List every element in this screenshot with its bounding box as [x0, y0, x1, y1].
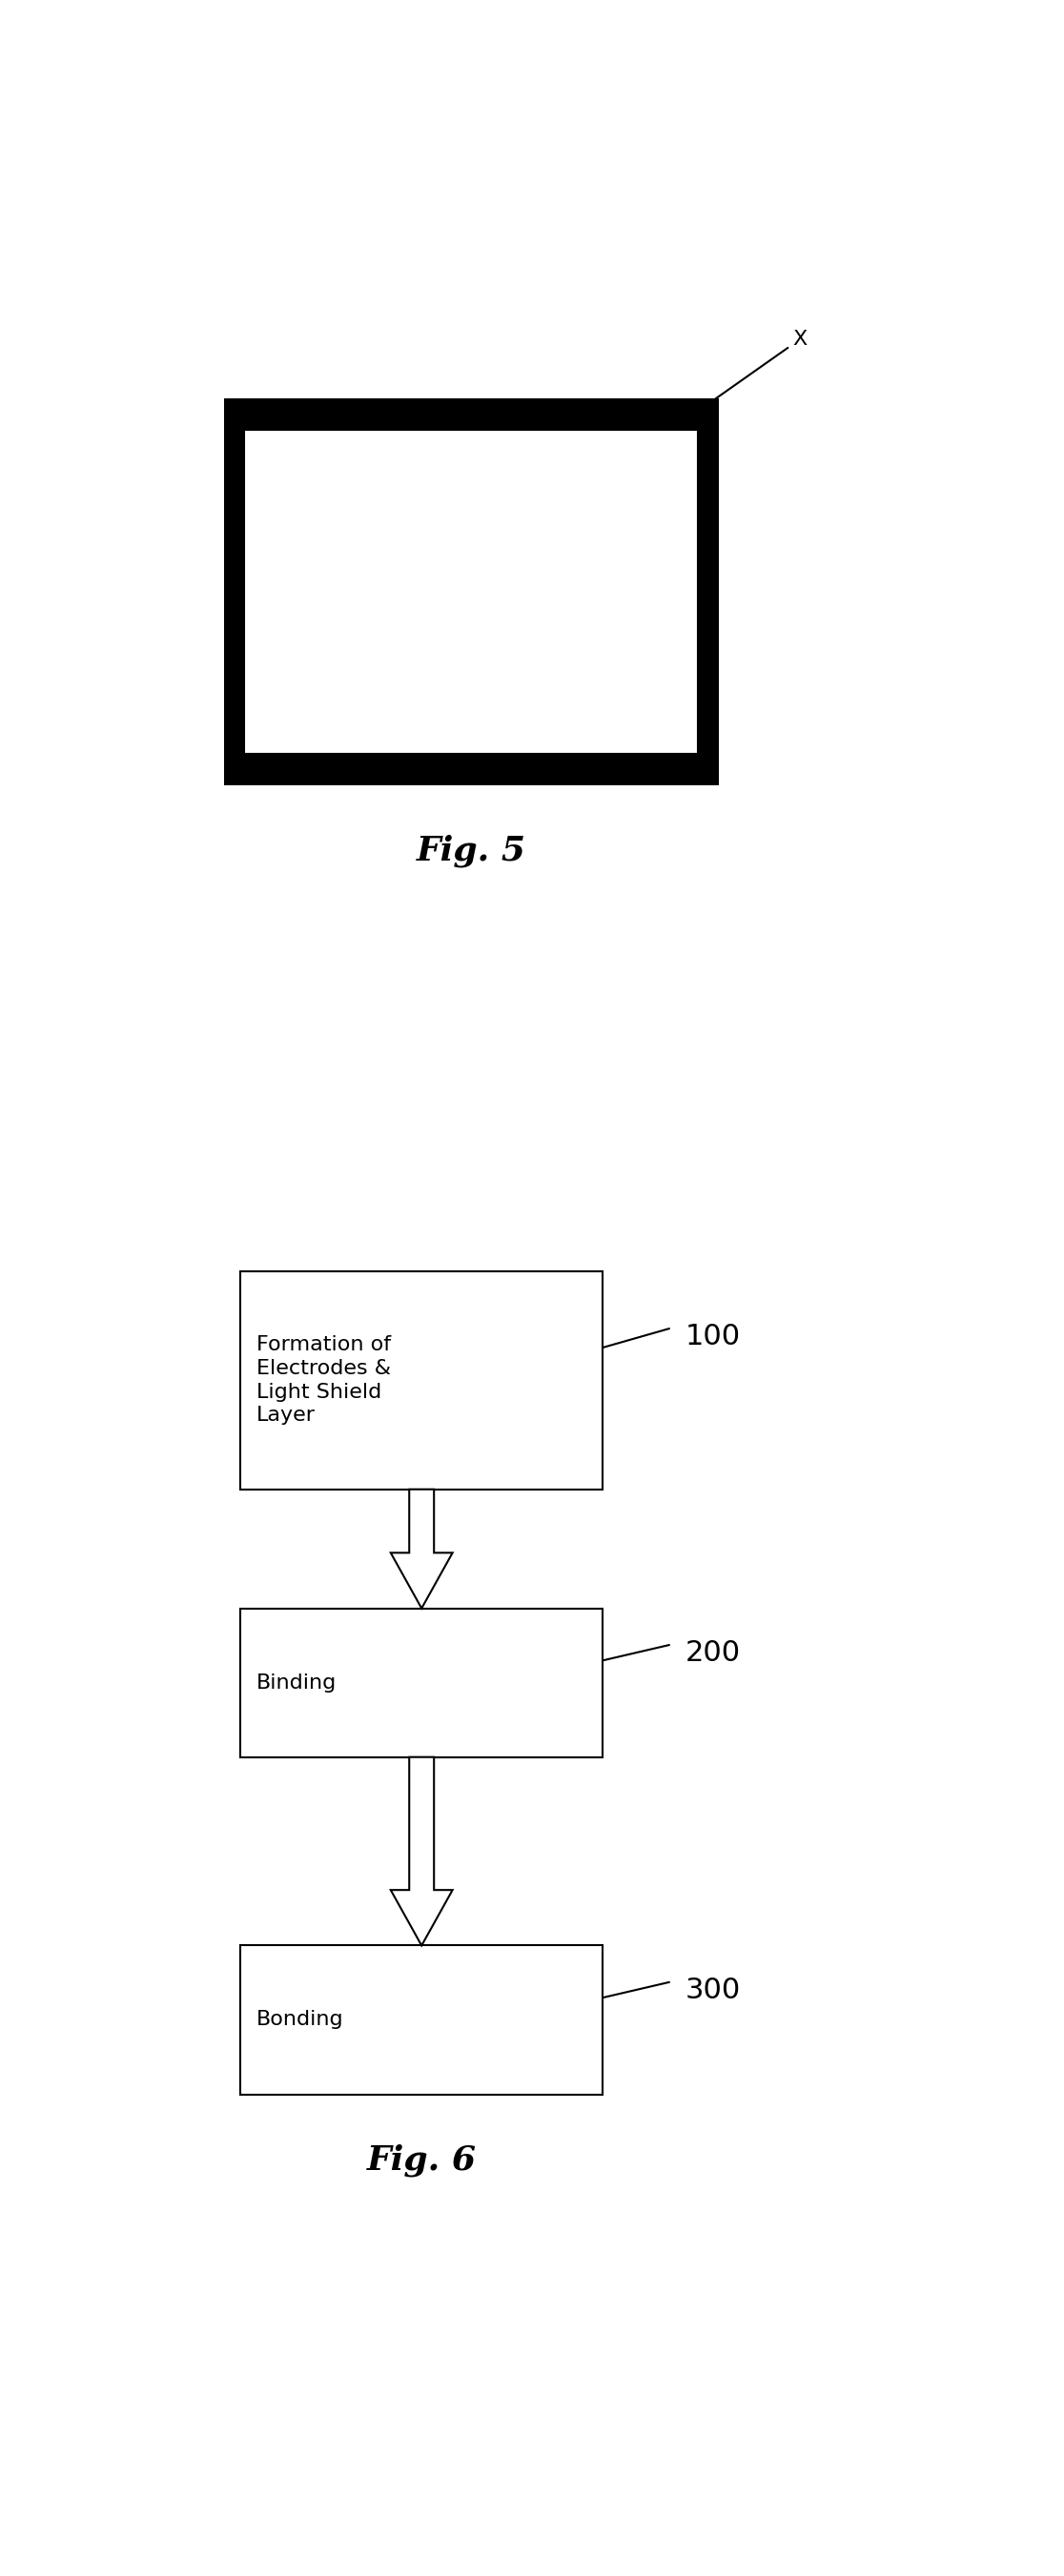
Text: Formation of
Electrodes &
Light Shield
Layer: Formation of Electrodes & Light Shield L…: [256, 1334, 392, 1425]
Text: 200: 200: [685, 1638, 741, 1667]
Text: 100: 100: [685, 1321, 741, 1350]
Text: 300: 300: [685, 1976, 741, 2004]
Text: Fig. 6: Fig. 6: [367, 2143, 477, 2177]
FancyArrow shape: [390, 1489, 452, 1607]
Bar: [245, 430, 698, 752]
Bar: [223, 399, 718, 786]
Bar: [240, 1270, 603, 1489]
Bar: [240, 1945, 603, 2094]
Text: Bonding: Bonding: [256, 2009, 344, 2030]
FancyArrow shape: [390, 1757, 452, 1945]
Text: Fig. 5: Fig. 5: [416, 835, 526, 868]
Text: X: X: [704, 330, 808, 407]
Bar: [240, 1607, 603, 1757]
Text: Binding: Binding: [256, 1674, 337, 1692]
